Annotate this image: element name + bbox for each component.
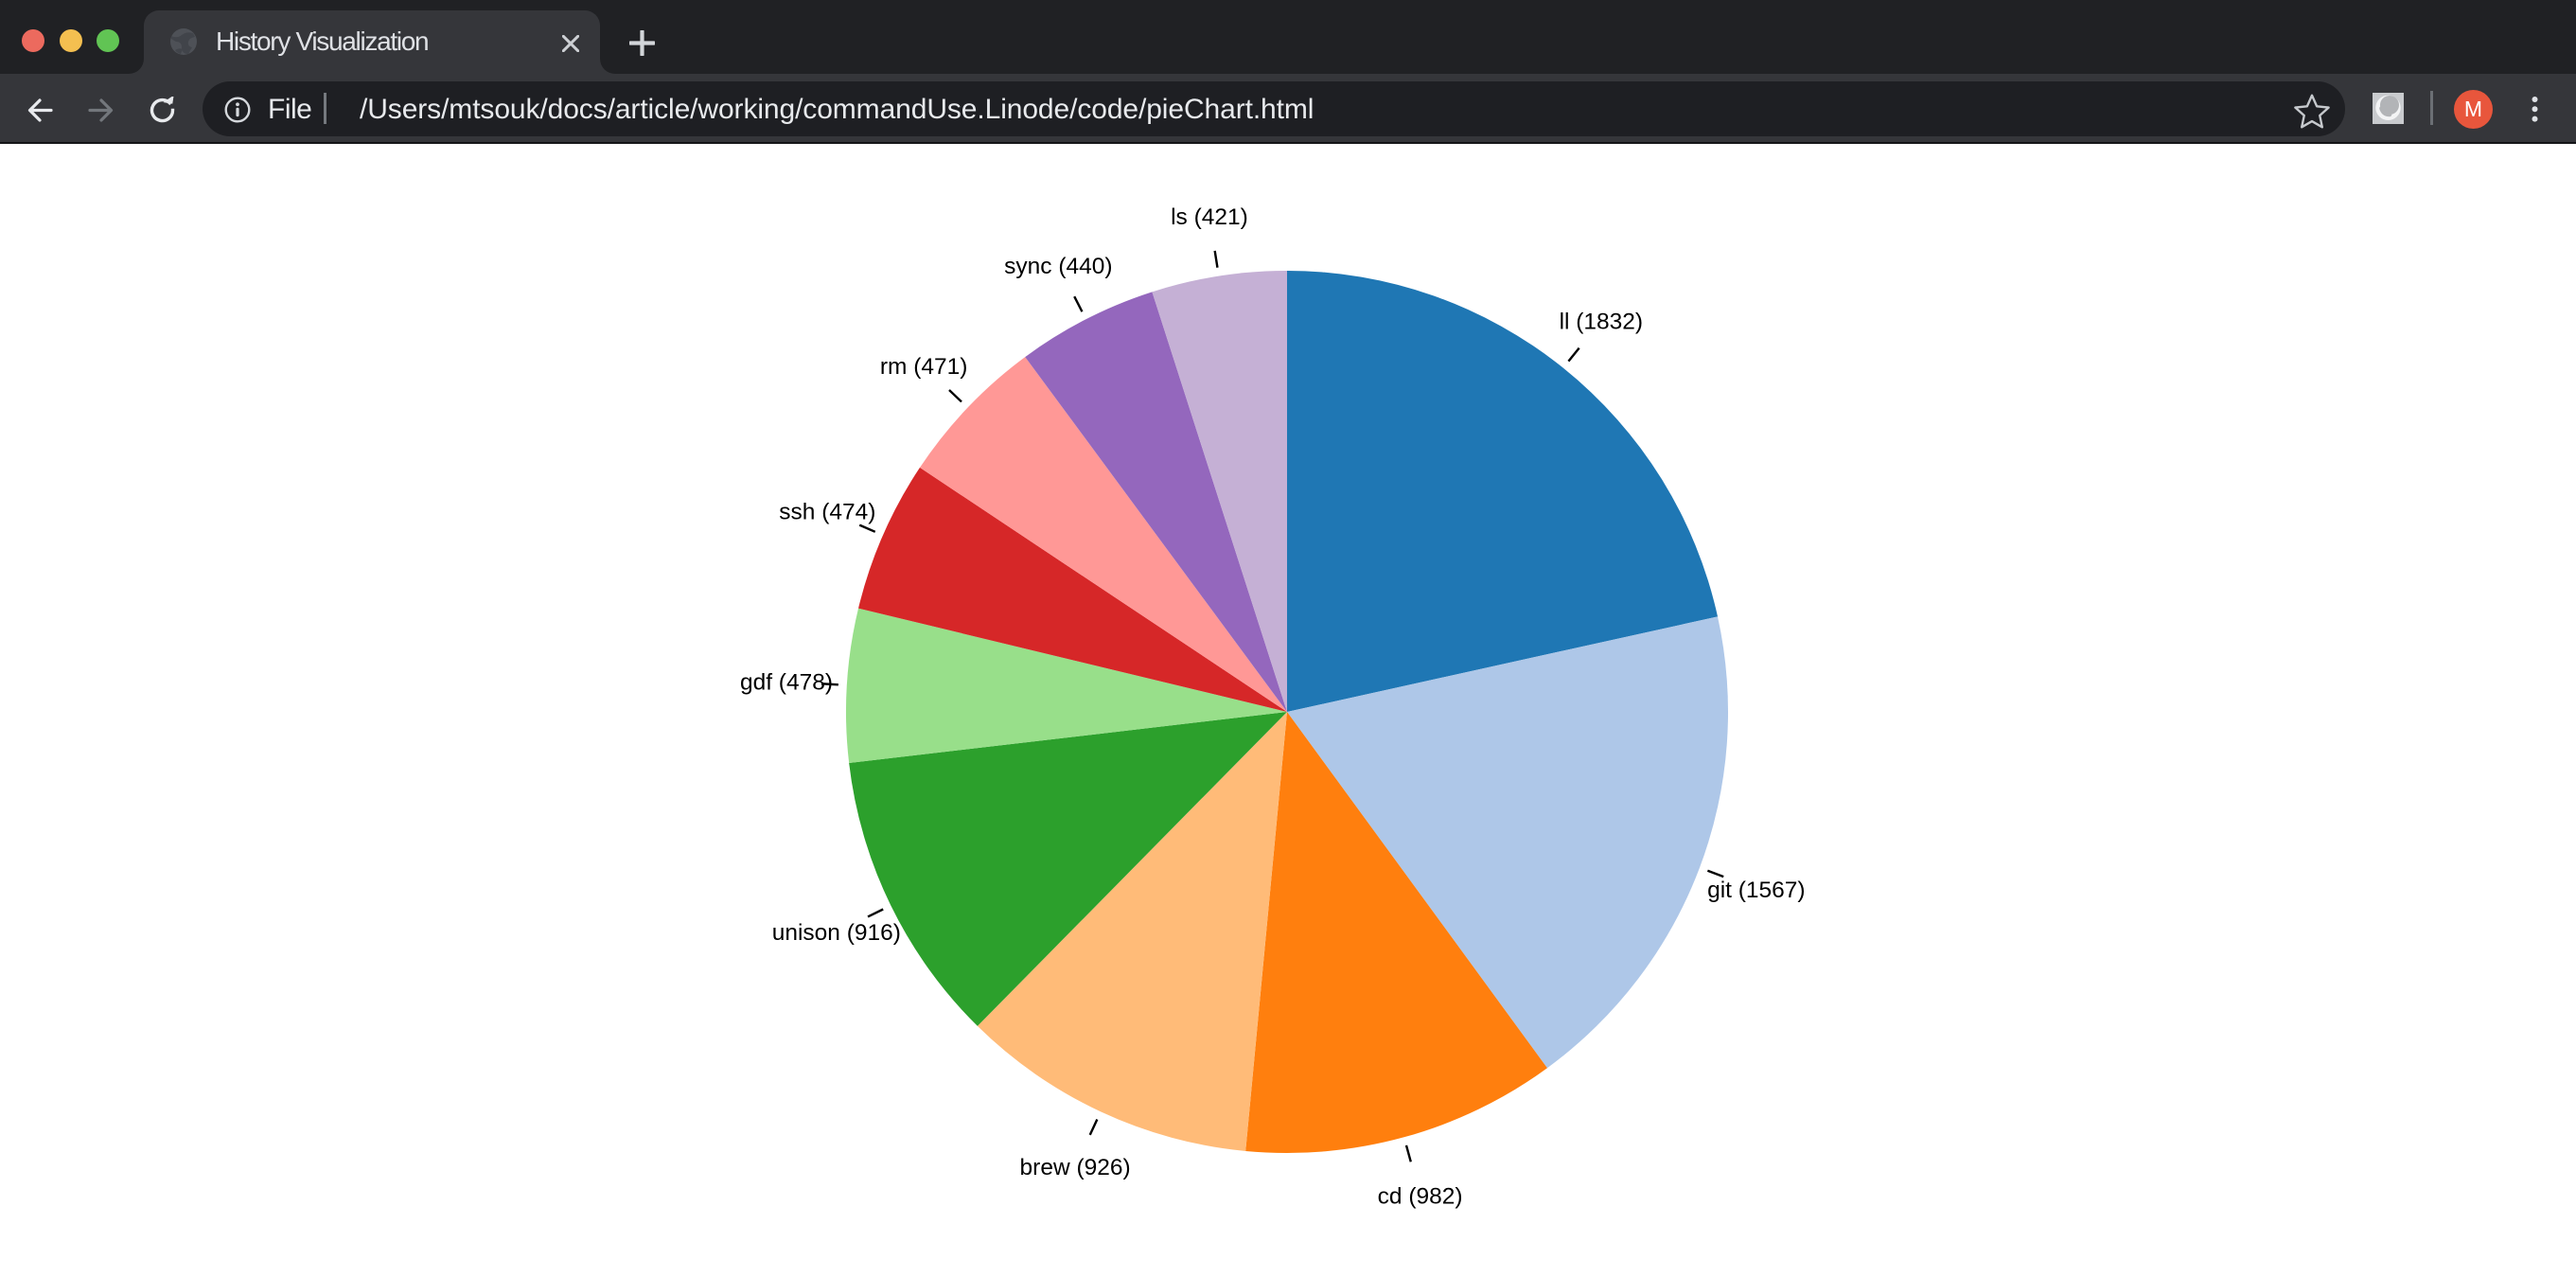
svg-text:rm (471): rm (471) bbox=[880, 354, 968, 380]
svg-text:gdf (478): gdf (478) bbox=[740, 670, 833, 696]
svg-text:ssh (474): ssh (474) bbox=[779, 499, 875, 524]
svg-text:git (1567): git (1567) bbox=[1707, 878, 1806, 903]
svg-text:unison (916): unison (916) bbox=[772, 920, 901, 946]
svg-text:cd (982): cd (982) bbox=[1378, 1184, 1463, 1210]
svg-text:brew (926): brew (926) bbox=[1020, 1155, 1131, 1180]
svg-text:sync (440): sync (440) bbox=[1004, 254, 1112, 279]
svg-text:ll (1832): ll (1832) bbox=[1560, 309, 1644, 334]
svg-text:ls (421): ls (421) bbox=[1171, 204, 1248, 230]
